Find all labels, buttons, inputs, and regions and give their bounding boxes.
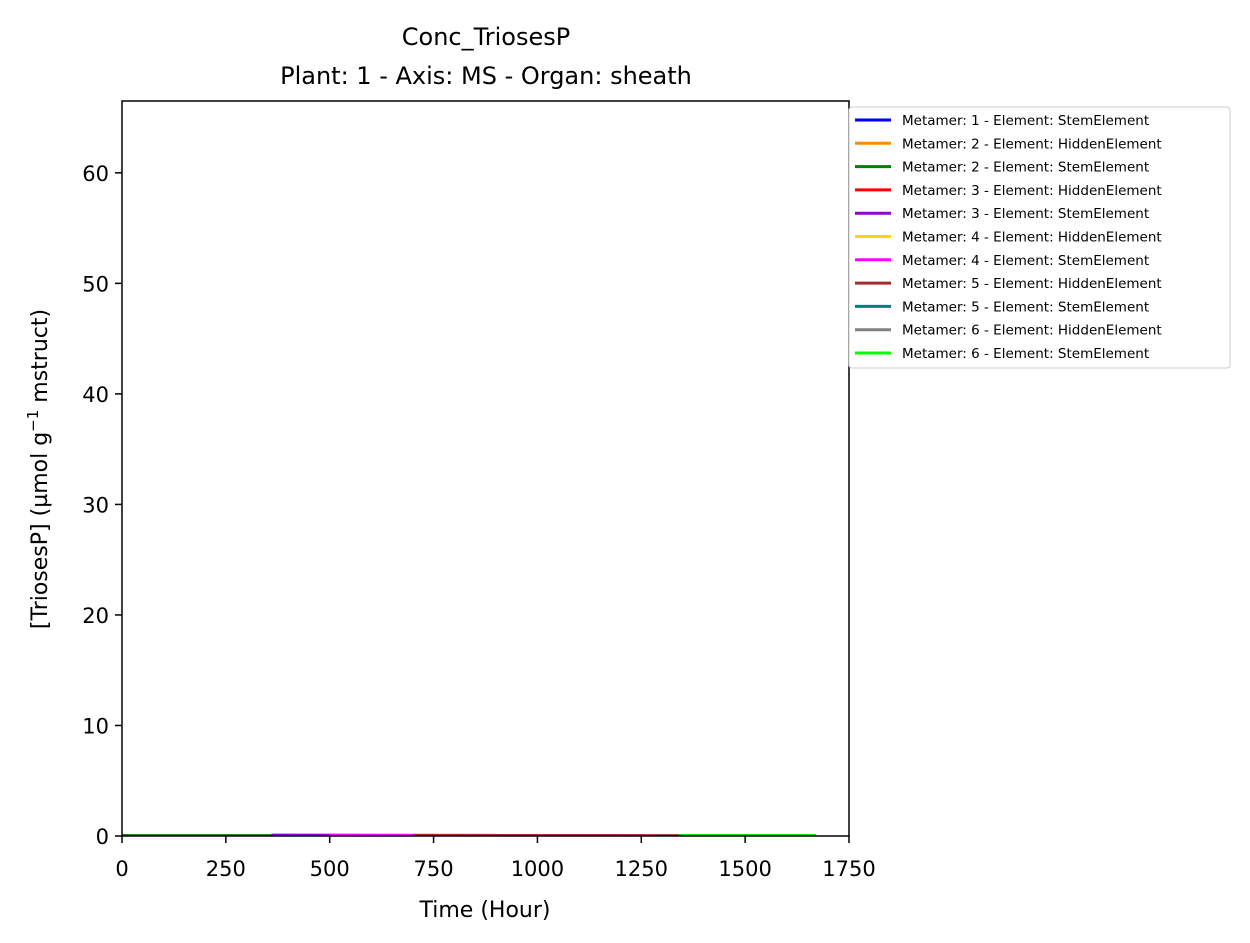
y-axis-label-tail: mstruct)	[28, 309, 53, 410]
x-tick-label: 750	[414, 857, 454, 881]
y-tick-label: 0	[96, 825, 109, 849]
legend-entry-label: Metamer: 5 - Element: HiddenElement	[902, 276, 1162, 292]
legend-entry-label: Metamer: 4 - Element: HiddenElement	[902, 230, 1162, 246]
y-tick-label: 30	[82, 493, 109, 517]
y-tick-label: 50	[82, 272, 109, 296]
x-axis-label: Time (Hour)	[419, 898, 551, 923]
legend-entry-label: Metamer: 1 - Element: StemElement	[902, 113, 1149, 129]
legend-entry-label: Metamer: 5 - Element: StemElement	[902, 299, 1149, 315]
y-tick-label: 20	[82, 604, 109, 628]
y-axis-label: [TriosesP] (µmol g−1 mstruct)	[24, 309, 53, 629]
y-tick-label: 60	[82, 162, 109, 186]
x-tick-label: 1750	[822, 857, 875, 881]
y-axis-ticks: 0 10 20 30 40 50 60	[82, 162, 122, 849]
chart-subtitle: Plant: 1 - Axis: MS - Organ: sheath	[280, 62, 692, 90]
x-tick-label: 250	[206, 857, 246, 881]
x-tick-label: 500	[310, 857, 350, 881]
y-tick-label: 40	[82, 383, 109, 407]
legend-entry-label: Metamer: 6 - Element: HiddenElement	[902, 323, 1162, 339]
x-tick-label: 1000	[511, 857, 564, 881]
legend-entry-label: Metamer: 3 - Element: HiddenElement	[902, 183, 1162, 199]
legend-entry-label: Metamer: 3 - Element: StemElement	[902, 206, 1149, 222]
x-tick-label: 1250	[615, 857, 668, 881]
y-axis-label-exponent: −1	[24, 410, 42, 432]
legend-entry-label: Metamer: 4 - Element: StemElement	[902, 253, 1149, 269]
legend-entry-label: Metamer: 6 - Element: StemElement	[902, 346, 1149, 362]
legend: Metamer: 1 - Element: StemElement Metamer…	[848, 106, 1231, 369]
y-tick-label: 10	[82, 714, 109, 738]
plot-frame	[121, 100, 850, 837]
legend-frame	[848, 106, 1231, 369]
x-tick-label: 0	[115, 857, 128, 881]
x-axis-ticks: 0 250 500 750 1000 1250 1500 1750	[115, 836, 876, 881]
legend-entry-label: Metamer: 2 - Element: HiddenElement	[902, 136, 1162, 152]
legend-items: Metamer: 1 - Element: StemElement Metamer…	[855, 113, 1162, 362]
y-axis-label-main: [TriosesP] (µmol g	[28, 432, 53, 629]
legend-entry-label: Metamer: 2 - Element: StemElement	[902, 160, 1149, 176]
chart-title: Conc_TriosesP	[402, 23, 570, 51]
x-tick-label: 1500	[718, 857, 771, 881]
